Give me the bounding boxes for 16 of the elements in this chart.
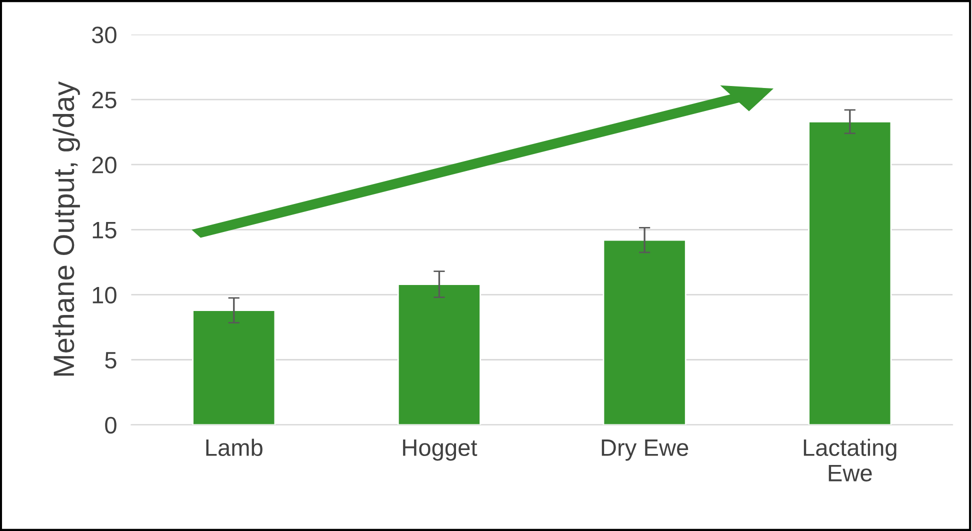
bar bbox=[397, 284, 481, 425]
bar bbox=[192, 310, 276, 425]
x-tick-label: Lactating Ewe bbox=[804, 438, 896, 482]
y-tick-label: 0 bbox=[105, 416, 116, 434]
y-tick-label: 25 bbox=[92, 92, 116, 108]
y-tick-label: 5 bbox=[105, 352, 116, 369]
x-tick-label: Dry Ewe bbox=[602, 440, 688, 461]
y-tick-label: 10 bbox=[92, 286, 116, 304]
x-tick-label: Lamb bbox=[206, 438, 262, 456]
y-tick-label: 20 bbox=[92, 156, 116, 174]
x-tick-label: Hogget bbox=[403, 440, 478, 461]
bar bbox=[602, 239, 686, 425]
bar bbox=[808, 120, 892, 425]
y-axis-title: Methane Output, g/day bbox=[52, 81, 80, 376]
y-tick-label: 15 bbox=[92, 222, 116, 238]
y-tick-label: 30 bbox=[92, 26, 116, 44]
